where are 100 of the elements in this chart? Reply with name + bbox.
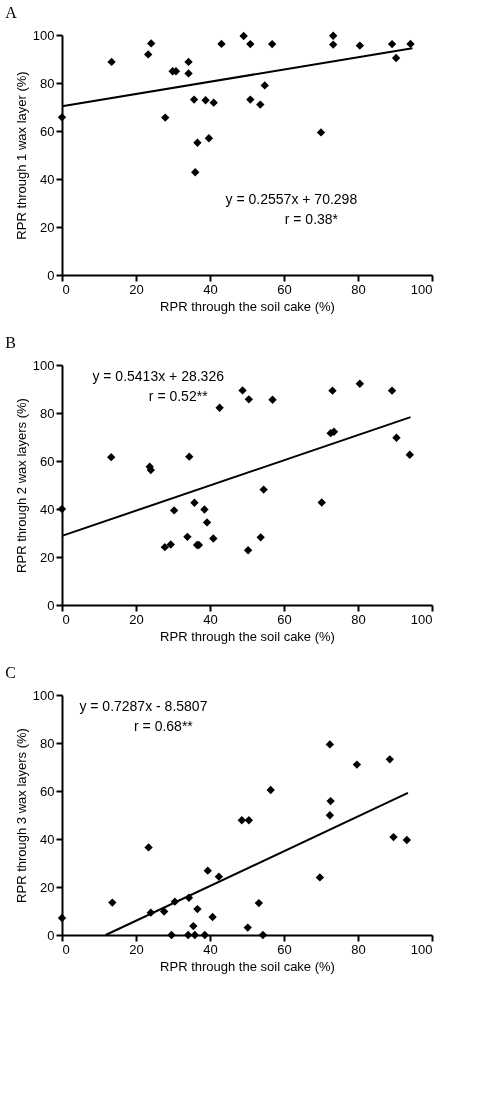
point <box>201 96 210 105</box>
x-tick-label: 100 <box>410 941 433 957</box>
point <box>184 57 193 67</box>
y-tick-label: 100 <box>32 687 55 703</box>
point <box>385 755 394 764</box>
point <box>217 39 226 49</box>
x-tick-label: 60 <box>277 281 292 297</box>
x-tick-label: 20 <box>129 941 144 957</box>
x-tick-label: 60 <box>277 941 292 957</box>
point <box>243 923 252 932</box>
x-tick-label: 20 <box>129 611 144 627</box>
point <box>202 518 212 527</box>
point <box>57 913 67 923</box>
x-tick-label: 0 <box>62 941 70 957</box>
point <box>146 39 156 48</box>
point <box>238 386 247 395</box>
point <box>355 379 365 388</box>
y-tick-label: 60 <box>40 783 55 799</box>
annotation: r = 0.52** <box>148 387 209 404</box>
x-tick-label: 20 <box>129 281 144 297</box>
point <box>405 450 414 459</box>
point <box>329 40 338 49</box>
point <box>259 485 268 494</box>
y-tick-label: 40 <box>40 831 55 847</box>
point <box>209 534 218 543</box>
point <box>189 95 199 104</box>
point <box>256 100 265 109</box>
point <box>203 866 212 875</box>
point <box>355 41 365 50</box>
point <box>317 498 326 507</box>
point <box>316 128 326 137</box>
point <box>402 835 412 845</box>
point <box>387 39 397 49</box>
x-tick-label: 40 <box>203 281 218 297</box>
x-tick-label: 100 <box>410 281 433 297</box>
point <box>258 930 268 940</box>
y-tick-label: 20 <box>40 879 55 895</box>
point <box>254 898 264 908</box>
y-tick-label: 20 <box>40 219 55 235</box>
point <box>107 57 116 67</box>
x-tick-label: 0 <box>62 611 70 627</box>
point <box>243 546 253 555</box>
point <box>190 498 199 507</box>
x-axis-title: RPR through the soil cake (%) <box>160 628 335 644</box>
x-tick-label: 60 <box>277 611 292 627</box>
annotation: r = 0.38* <box>284 211 339 228</box>
point <box>267 39 277 49</box>
point <box>185 452 194 461</box>
point <box>237 816 246 825</box>
point <box>204 134 214 143</box>
point <box>107 452 116 462</box>
y-axis-title: RPR through 3 wax layers (%) <box>13 728 29 903</box>
x-tick-label: 0 <box>62 281 70 297</box>
y-tick-label: 20 <box>40 549 55 565</box>
point <box>315 873 325 882</box>
point <box>166 540 175 549</box>
point <box>208 912 217 922</box>
annotation: r = 0.68** <box>134 717 194 734</box>
point <box>57 504 67 514</box>
y-tick-label: 0 <box>47 597 55 613</box>
x-tick-label: 100 <box>410 611 433 627</box>
point <box>246 95 255 104</box>
point <box>193 904 202 914</box>
x-tick-label: 80 <box>351 941 366 957</box>
y-axis-title: RPR through 2 wax layers (%) <box>13 398 29 573</box>
point <box>189 921 198 931</box>
point <box>239 31 248 41</box>
point <box>200 930 209 940</box>
point <box>57 113 67 122</box>
point <box>193 138 202 147</box>
y-tick-label: 80 <box>40 405 55 421</box>
point <box>325 740 335 749</box>
point <box>108 898 117 907</box>
point <box>392 433 401 442</box>
point <box>266 785 275 795</box>
point <box>260 81 269 90</box>
point <box>144 843 153 852</box>
point <box>244 816 254 825</box>
y-tick-label: 60 <box>40 453 55 469</box>
y-axis-title: RPR through 1 wax layer (%) <box>13 71 29 240</box>
point <box>169 506 179 515</box>
y-tick-label: 100 <box>32 357 55 373</box>
point <box>161 113 170 122</box>
point <box>191 168 200 177</box>
point <box>184 69 193 78</box>
point <box>167 930 176 940</box>
point <box>329 31 338 40</box>
point <box>214 872 224 881</box>
annotation: y = 0.7287x - 8.5807 <box>79 697 208 714</box>
y-tick-label: 0 <box>47 267 55 283</box>
annotation: y = 0.2557x + 70.298 <box>225 191 358 208</box>
x-tick-label: 40 <box>203 611 218 627</box>
chart-title: A <box>5 4 18 21</box>
point <box>209 98 218 107</box>
x-tick-label: 80 <box>351 281 366 297</box>
point <box>200 505 209 514</box>
point <box>268 395 277 404</box>
point <box>325 811 335 820</box>
point <box>389 832 398 842</box>
point <box>326 796 335 806</box>
